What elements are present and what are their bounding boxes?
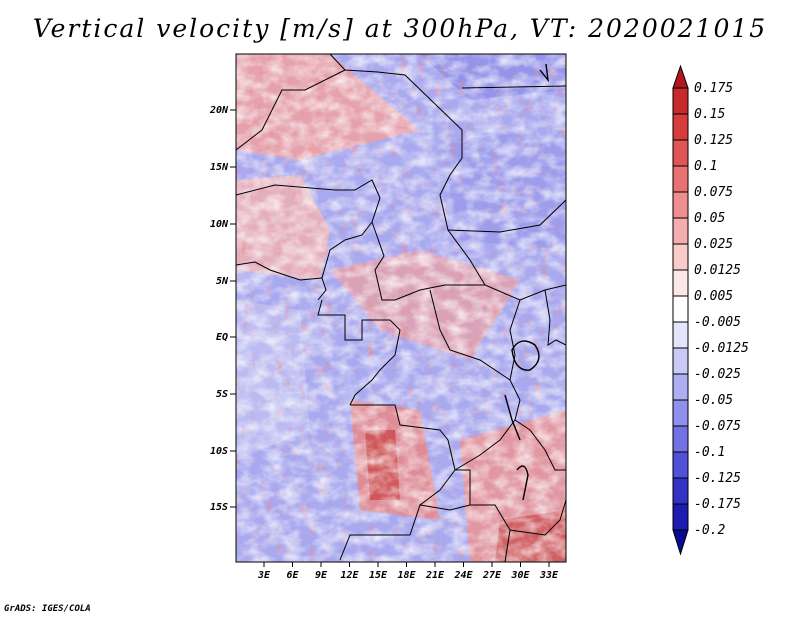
lat-label: 20N xyxy=(209,105,229,116)
chart-title: Vertical velocity [m/s] at 300hPa, VT: 2… xyxy=(32,14,768,43)
colorbar-box xyxy=(672,139,689,167)
colorbar-labels: 0.175 0.15 0.125 0.1 0.075 0.05 0.025 0.0125 0.0… xyxy=(694,81,749,538)
colorbar-box xyxy=(672,113,689,141)
colorbar-label: -0.075 xyxy=(694,419,741,434)
lon-label: 30E xyxy=(510,570,530,581)
lon-label: 24E xyxy=(453,570,473,581)
map-frame xyxy=(235,53,567,563)
colorbar-box xyxy=(672,451,689,479)
colorbar-box xyxy=(672,373,689,401)
lon-label: 18E xyxy=(397,570,416,581)
country-borders xyxy=(236,54,566,562)
colorbar-box xyxy=(672,399,689,427)
lat-label: 10S xyxy=(210,446,228,457)
colorbar xyxy=(672,64,689,556)
lon-label: 3E xyxy=(257,570,271,581)
colorbar-label: -0.175 xyxy=(694,497,741,512)
colorbar-box xyxy=(672,269,689,297)
latitude-axis: 20N 15N 10N 5N EQ 5S 10S 15S xyxy=(209,105,236,513)
colorbar-top-arrow xyxy=(672,64,689,89)
credit-text: GrADS: IGES/COLA xyxy=(4,604,91,614)
lon-label: 12E xyxy=(340,570,359,581)
lon-label: 27E xyxy=(482,570,502,581)
lon-label: 15E xyxy=(369,570,388,581)
lon-label: 33E xyxy=(539,570,559,581)
colorbar-box xyxy=(672,87,689,115)
colorbar-label: -0.005 xyxy=(694,315,741,330)
lat-label: 5S xyxy=(216,389,228,400)
colorbar-label: 0.125 xyxy=(694,133,733,148)
longitude-axis: 3E 6E 9E 12E 15E 18E 21E 24E 27E 30E 33E xyxy=(257,562,559,581)
colorbar-box xyxy=(672,165,689,193)
colorbar-bottom-arrow xyxy=(672,529,689,556)
colorbar-label: -0.1 xyxy=(694,445,725,460)
colorbar-label: 0.05 xyxy=(694,211,725,226)
lon-label: 9E xyxy=(315,570,328,581)
colorbar-label: -0.125 xyxy=(694,471,741,486)
colorbar-box xyxy=(672,477,689,505)
colorbar-label: -0.05 xyxy=(694,393,733,408)
colorbar-label: 0.175 xyxy=(694,81,733,96)
lon-label: 6E xyxy=(286,570,299,581)
colorbar-label: 0.0125 xyxy=(694,263,741,278)
colorbar-label: -0.0125 xyxy=(694,341,749,356)
lat-label: EQ xyxy=(216,332,228,343)
colorbar-box xyxy=(672,191,689,219)
colorbar-box xyxy=(672,295,689,323)
lat-label: 10N xyxy=(210,219,229,230)
colorbar-label: -0.2 xyxy=(694,523,725,538)
colorbar-box xyxy=(672,321,689,349)
colorbar-label: 0.1 xyxy=(694,159,717,174)
lat-label: 5N xyxy=(216,276,229,287)
colorbar-box xyxy=(672,243,689,271)
colorbar-label: 0.15 xyxy=(694,107,725,122)
lat-label: 15N xyxy=(210,162,229,173)
colorbar-box xyxy=(672,425,689,453)
velocity-field xyxy=(236,54,566,562)
colorbar-label: 0.025 xyxy=(694,237,733,252)
lakes-coast xyxy=(504,63,550,501)
lat-label: 15S xyxy=(210,502,228,513)
colorbar-label: -0.025 xyxy=(694,367,741,382)
colorbar-label: 0.005 xyxy=(694,289,733,304)
colorbar-box xyxy=(672,217,689,245)
lon-label: 21E xyxy=(425,570,445,581)
colorbar-box xyxy=(672,347,689,375)
colorbar-box xyxy=(672,503,689,531)
colorbar-label: 0.075 xyxy=(694,185,733,200)
